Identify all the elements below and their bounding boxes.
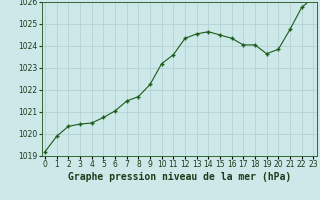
X-axis label: Graphe pression niveau de la mer (hPa): Graphe pression niveau de la mer (hPa) bbox=[68, 172, 291, 182]
